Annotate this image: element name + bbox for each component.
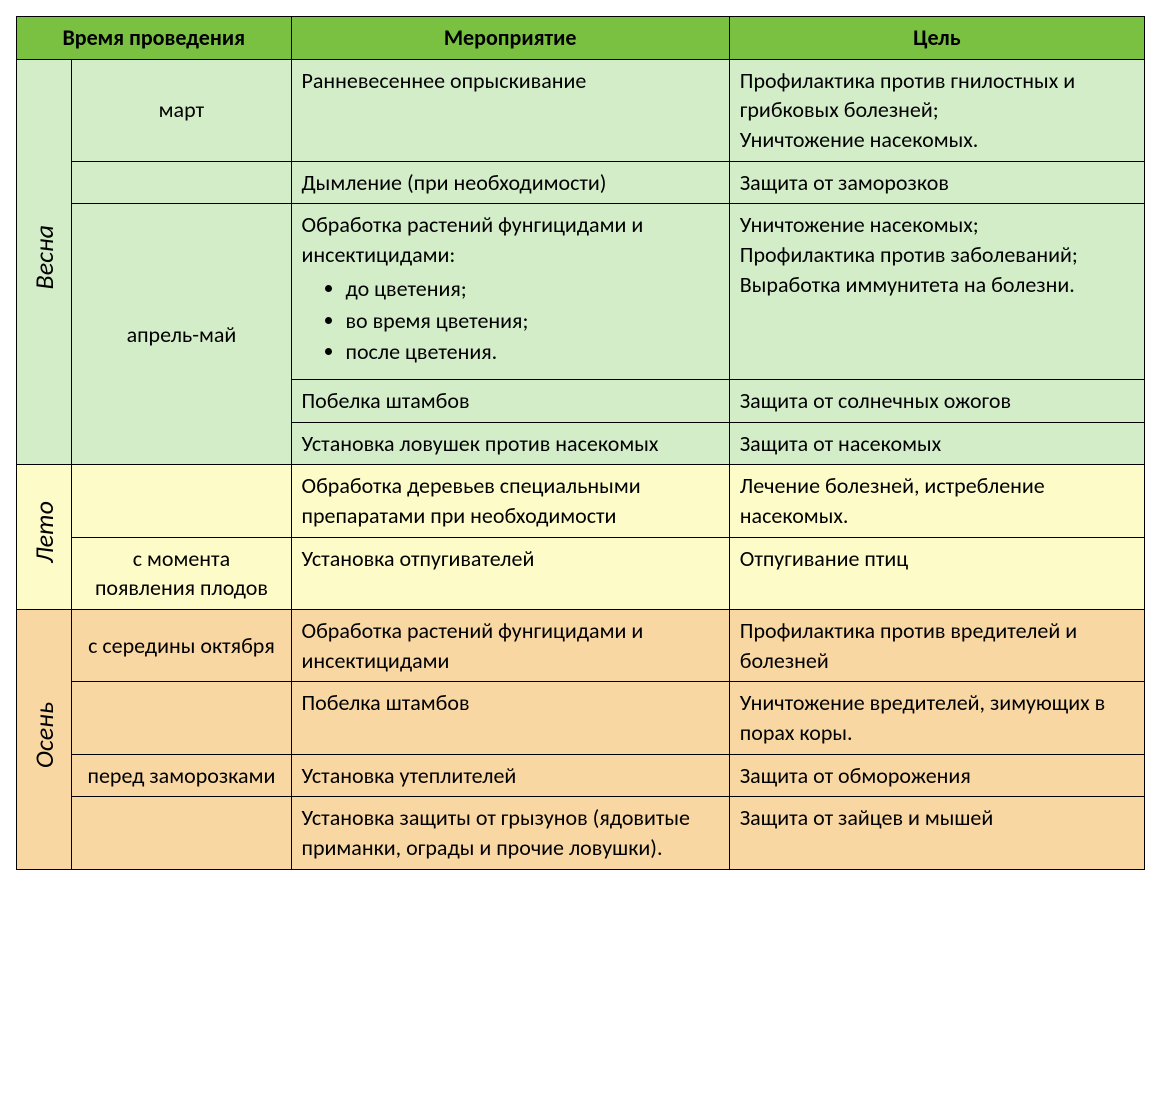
goal-cell: Профилактика против вредителей и болезне…: [729, 610, 1144, 682]
goal-cell: Защита от заморозков: [729, 161, 1144, 204]
season-autumn: Осень: [17, 610, 72, 870]
goal-cell: Уничтожение вредителей, зимующих в порах…: [729, 682, 1144, 754]
goal-cell: Профилактика против гнилостных и грибков…: [729, 59, 1144, 161]
event-cell: Дымление (при необходимости): [291, 161, 729, 204]
time-cell: с середины октября: [72, 610, 291, 682]
goal-cell: Уничтожение насекомых;Профилактика проти…: [729, 204, 1144, 379]
header-goal: Цель: [729, 17, 1144, 60]
table-row: Побелка штамбов Уничтожение вредителей, …: [17, 682, 1145, 754]
season-label: Весна: [27, 225, 62, 289]
event-cell: Установка утеплителей: [291, 754, 729, 797]
goal-cell: Лечение болезней, истребление насекомых.: [729, 465, 1144, 537]
event-cell: Установка защиты от грызунов (ядовитые п…: [291, 797, 729, 869]
table-row: с момента появления плодов Установка отп…: [17, 537, 1145, 609]
goal-cell: Защита от обморожения: [729, 754, 1144, 797]
table-row: Дымление (при необходимости) Защита от з…: [17, 161, 1145, 204]
event-cell: Ранневесеннее опрыскивание: [291, 59, 729, 161]
season-spring: Весна: [17, 59, 72, 465]
time-cell: март: [72, 59, 291, 161]
time-cell: с момента появления плодов: [72, 537, 291, 609]
header-time: Время проведения: [17, 17, 292, 60]
event-cell: Установка отпугивателей: [291, 537, 729, 609]
goal-cell: Защита от солнечных ожогов: [729, 379, 1144, 422]
time-cell: апрель-май: [72, 204, 291, 465]
event-cell: Побелка штамбов: [291, 379, 729, 422]
table-header-row: Время проведения Мероприятие Цель: [17, 17, 1145, 60]
time-cell: [72, 797, 291, 869]
time-cell: [72, 465, 291, 537]
event-cell: Побелка штамбов: [291, 682, 729, 754]
time-cell: перед заморозками: [72, 754, 291, 797]
garden-schedule-table: Время проведения Мероприятие Цель Весна …: [16, 16, 1145, 870]
event-intro: Обработка растений фунгицидами и инсекти…: [302, 211, 644, 268]
goal-cell: Защита от зайцев и мышей: [729, 797, 1144, 869]
event-cell: Установка ловушек против насекомых: [291, 422, 729, 465]
season-summer: Лето: [17, 465, 72, 610]
table-row: Весна март Ранневесеннее опрыскивание Пр…: [17, 59, 1145, 161]
event-cell: Обработка растений фунгицидами и инсекти…: [291, 204, 729, 379]
list-item: во время цветения;: [346, 306, 719, 338]
table-row: Осень с середины октября Обработка расте…: [17, 610, 1145, 682]
table-row: апрель-май Обработка растений фунгицидам…: [17, 204, 1145, 379]
table-row: перед заморозками Установка утеплителей …: [17, 754, 1145, 797]
season-label: Осень: [27, 702, 62, 768]
season-label: Лето: [27, 501, 62, 563]
time-cell: [72, 682, 291, 754]
header-event: Мероприятие: [291, 17, 729, 60]
list-item: до цветения;: [346, 274, 719, 306]
table-row: Лето Обработка деревьев специальными пре…: [17, 465, 1145, 537]
time-cell: [72, 161, 291, 204]
event-cell: Обработка деревьев специальными препарат…: [291, 465, 729, 537]
list-item: после цветения.: [346, 337, 719, 369]
table-row: Установка защиты от грызунов (ядовитые п…: [17, 797, 1145, 869]
event-bullets: до цветения; во время цветения; после цв…: [302, 274, 719, 369]
goal-cell: Отпугивание птиц: [729, 537, 1144, 609]
goal-cell: Защита от насекомых: [729, 422, 1144, 465]
event-cell: Обработка растений фунгицидами и инсекти…: [291, 610, 729, 682]
